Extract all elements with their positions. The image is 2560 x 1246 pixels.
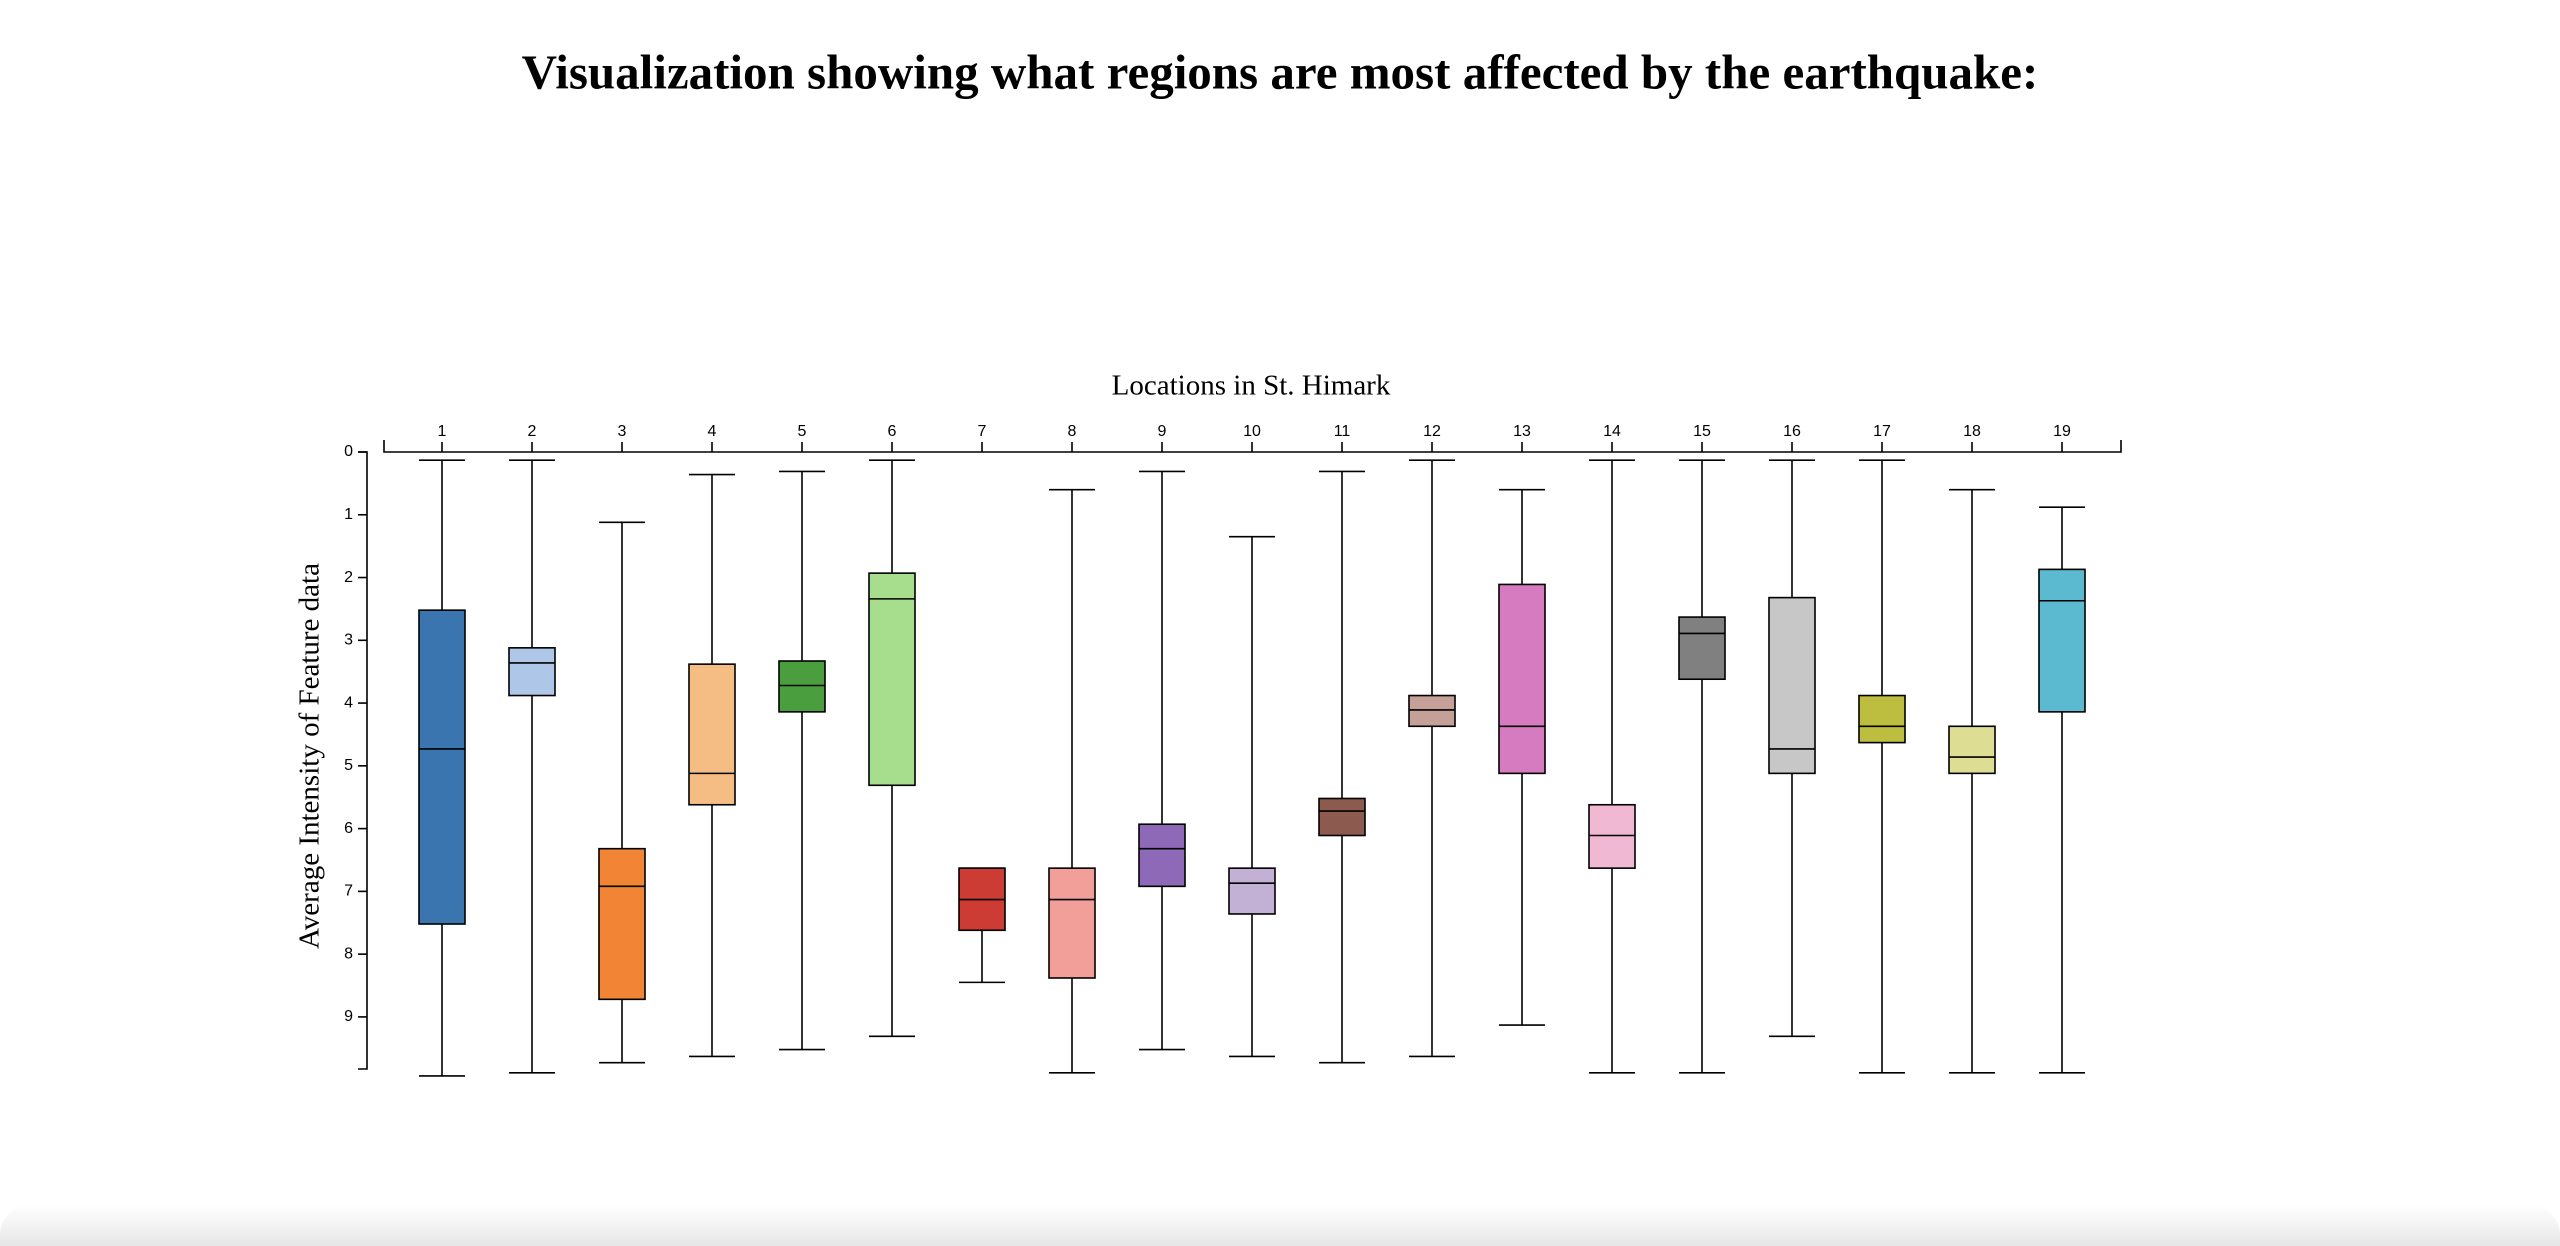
y-tick-label: 7 [344,883,353,900]
box [1498,583,1546,775]
x-tick-label: 16 [1783,423,1801,440]
x-tick-label: 15 [1693,423,1711,440]
box [508,647,556,697]
x-tick-label: 1 [438,423,447,440]
box [1138,823,1186,888]
x-tick-label: 11 [1334,423,1351,440]
y-tick-label: 1 [344,506,353,523]
x-tick-label: 3 [618,423,627,440]
x-tick-label: 19 [2053,423,2071,440]
y-tick-label: 3 [344,632,353,649]
x-tick-label: 7 [978,423,987,440]
box [1048,867,1096,979]
x-tick-label: 18 [1963,423,1981,440]
box [1678,616,1726,681]
y-tick-label: 2 [344,569,353,586]
y-axis [358,451,368,1070]
box [418,609,466,925]
x-tick-label: 2 [528,423,537,440]
x-tick-label: 13 [1513,423,1531,440]
x-tick-label: 4 [708,423,717,440]
box [1588,803,1636,869]
x-tick-label: 9 [1158,423,1167,440]
x-tick-label: 6 [888,423,897,440]
x-tick-label: 8 [1068,423,1077,440]
box [1948,725,1996,775]
box [2038,568,2086,713]
y-tick-label: 0 [344,443,353,460]
box [1228,867,1276,915]
x-tick-label: 17 [1873,423,1891,440]
y-tick-label: 4 [344,694,353,711]
box [868,572,916,787]
y-axis-title: Average Intensity of Feature data [294,563,326,949]
box [1858,694,1906,744]
box [1408,694,1456,728]
x-tick-label: 5 [798,423,807,440]
box [1768,596,1816,775]
y-tick-label: 6 [344,820,353,837]
box [778,660,826,713]
y-tick-label: 9 [344,1008,353,1025]
x-tick-label: 14 [1603,423,1621,440]
x-tick-label: 10 [1243,423,1261,440]
x-axis-title: Locations in St. Himark [1112,370,1391,402]
box [1318,797,1366,837]
y-tick-label: 5 [344,757,353,774]
box [688,663,736,806]
y-tick-label: 8 [344,945,353,962]
chart-title: Visualization showing what regions are m… [522,44,2039,99]
x-tick-label: 12 [1423,423,1441,440]
box [598,847,646,1001]
window-shadow [0,1205,2560,1246]
